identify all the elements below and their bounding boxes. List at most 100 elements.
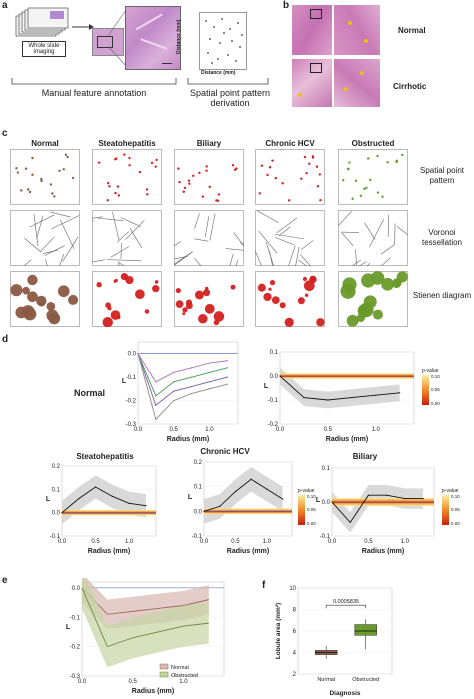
he-cirrhotic-high: [334, 59, 380, 107]
spatial-point: [106, 182, 110, 185]
voronoi-edge: [194, 213, 200, 230]
d-title-steatohepatitis: Steatohepatitis: [76, 452, 134, 461]
spatial-point: [342, 178, 345, 182]
voronoi-edge: [265, 241, 275, 266]
pvalue-label: 0.0005835: [333, 599, 359, 605]
y-tick-label: 0.0: [72, 586, 81, 592]
stienen-disc: [113, 279, 117, 283]
spatial-point: [351, 197, 354, 200]
stienen-disc: [46, 302, 56, 311]
stienen-disc: [46, 309, 59, 322]
data-point: [190, 376, 193, 378]
y-axis-label: L: [66, 624, 71, 631]
stienen-disc: [36, 295, 47, 307]
c-cell-2-0: [174, 149, 244, 205]
data-point: [250, 478, 252, 480]
panel-e-letter: e: [2, 575, 8, 586]
stienen-disc: [57, 285, 70, 298]
data-point: [155, 395, 157, 397]
spatial-point: [150, 161, 154, 165]
voronoi-edge: [174, 251, 193, 266]
data-point: [226, 360, 228, 362]
spatial-point: [116, 185, 120, 188]
data-point: [78, 498, 80, 500]
data-point: [279, 375, 281, 377]
data-point: [303, 397, 305, 399]
stienen-disc: [230, 284, 236, 290]
col-title-biliary: Biliary: [196, 139, 222, 148]
row-label-spatial: Spatial point pattern: [419, 166, 465, 185]
he-normal-high: [334, 5, 380, 55]
stienen-disc: [279, 302, 286, 309]
spatial-point: [258, 192, 261, 195]
stienen-disc: [316, 318, 325, 327]
c-cell-4-2: [338, 271, 408, 327]
data-point: [266, 488, 268, 490]
spatial-point: [71, 176, 75, 180]
data-point: [145, 505, 147, 507]
legend-title: p-value: [442, 488, 459, 494]
zoom-lines: [108, 9, 127, 67]
spatial-point: [216, 199, 220, 202]
stienen-disc: [204, 303, 215, 314]
voronoi-edge: [276, 217, 298, 234]
series-line: [279, 375, 400, 401]
stienen-disc: [182, 312, 186, 316]
spatial-point: [66, 155, 69, 159]
y-axis-label: L: [46, 496, 51, 503]
data-point: [208, 362, 211, 364]
voronoi-edge: [299, 254, 311, 266]
pvalue-band: [280, 376, 414, 377]
x-tick-label: 0.5: [129, 679, 138, 685]
voronoi-edge: [301, 240, 314, 250]
voronoi-edge: [59, 254, 64, 266]
legend-label: Obstructed: [171, 673, 198, 679]
panel-d-letter: d: [2, 334, 9, 345]
panel-f-letter: f: [262, 580, 266, 591]
spatial-point: [128, 156, 131, 160]
spatial-point: [318, 173, 322, 176]
legend-tick: 0.10: [431, 374, 440, 379]
stienen-disc: [263, 292, 272, 302]
y-tick-label: 0.0: [128, 352, 137, 358]
voronoi-edge: [233, 232, 244, 247]
stienen-disc: [144, 309, 150, 314]
data-point: [351, 397, 353, 399]
data-point: [367, 494, 370, 496]
data-point: [61, 512, 63, 514]
voronoi-edge: [209, 213, 216, 241]
data-point: [94, 486, 97, 488]
spatial-point: [16, 171, 20, 174]
spatial-point: [28, 190, 32, 194]
data-point: [208, 388, 211, 390]
d-title-chronic-hcv: Chronic HCV: [200, 447, 250, 456]
stienen-disc: [302, 276, 307, 282]
y-axis-label: L: [264, 383, 269, 390]
y-tick-label: 0.0: [322, 500, 331, 506]
spatial-point: [376, 191, 380, 194]
legend-tick: 0.00: [431, 401, 440, 406]
spatial-point: [217, 193, 221, 196]
stienen-disc: [361, 273, 376, 288]
voronoi-edge: [194, 238, 209, 242]
he-cirrhotic-low: [292, 59, 332, 107]
stienen-disc: [27, 291, 38, 303]
y-tick-label: -0.2: [268, 422, 279, 428]
f-boxplot: 10 8 6 4 2 Lobule area (mm²) Diagnosis Normal Ob…: [275, 586, 393, 697]
data-point: [281, 498, 284, 500]
legend-tick: 0.00: [451, 521, 460, 526]
y-tick-label: 8: [293, 608, 297, 614]
spatial-point: [367, 157, 370, 160]
x-tick-label: 0.0: [78, 679, 87, 685]
stienen-disc: [152, 285, 160, 293]
y-tick-label: -0.2: [70, 645, 81, 651]
y-tick-label: 4: [293, 651, 297, 657]
c-cell-1-0: [92, 149, 162, 205]
voronoi-edge: [129, 228, 143, 249]
legend-tick: 0.00: [307, 521, 316, 526]
data-point: [404, 498, 406, 500]
he-normal-low: [292, 5, 332, 55]
